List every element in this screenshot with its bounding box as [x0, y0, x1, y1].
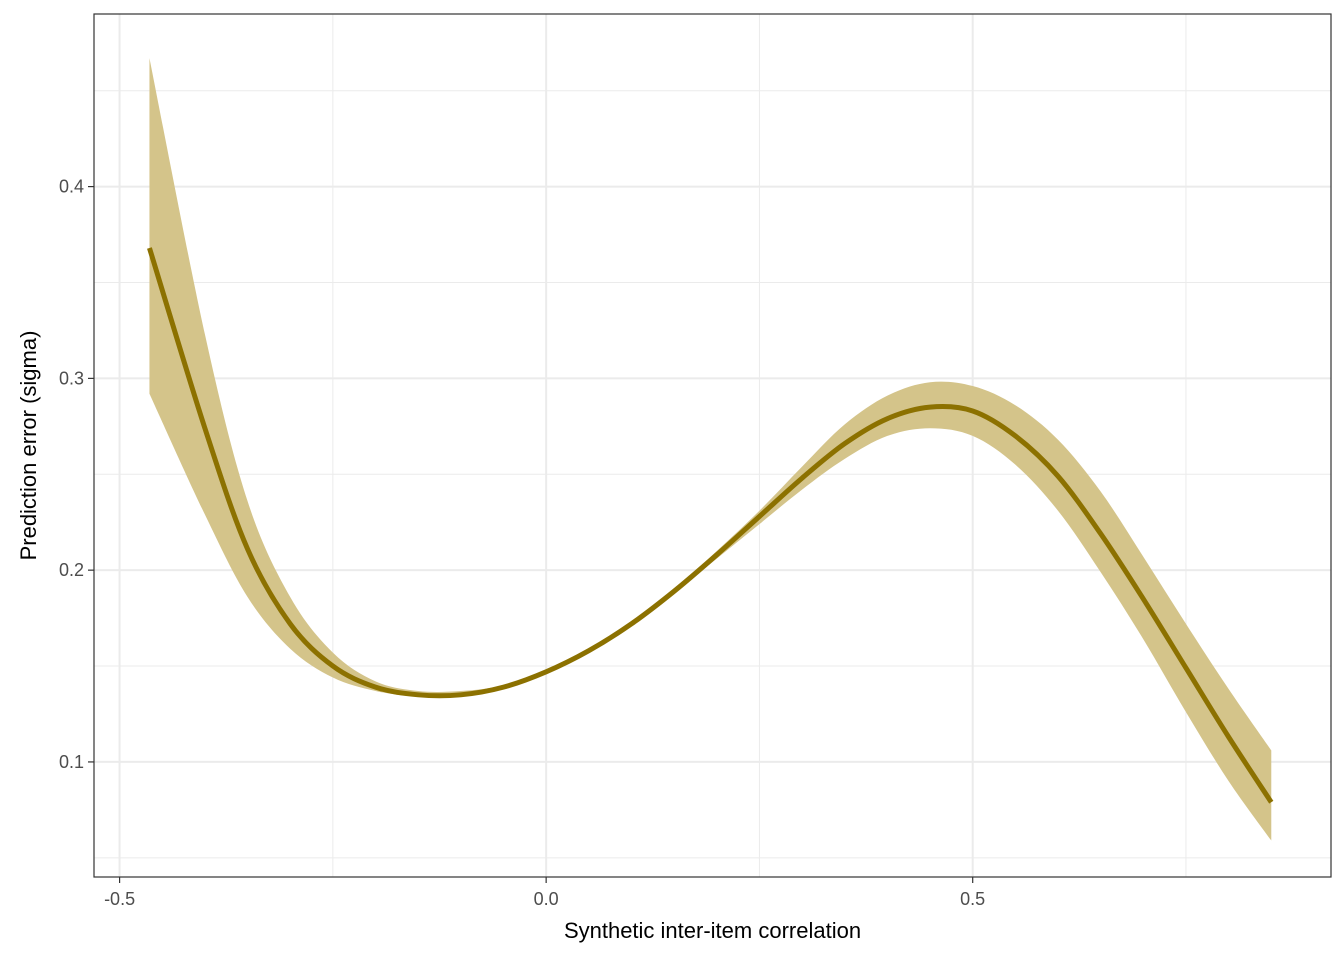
- y-tick-label-3: 0.4: [59, 177, 84, 197]
- x-tick-label-1: 0.0: [534, 889, 559, 909]
- y-tick-label-1: 0.2: [59, 560, 84, 580]
- minor-gridlines: [94, 14, 1331, 877]
- y-axis-title: Prediction error (sigma): [16, 331, 41, 561]
- fitted-line: [147, 247, 1274, 804]
- x-axis-title: Synthetic inter-item correlation: [564, 918, 861, 943]
- y-tick-label-0: 0.1: [59, 752, 84, 772]
- panel-border: [93, 13, 1332, 878]
- confidence-band: [149, 58, 1272, 841]
- y-tick-label-2: 0.3: [59, 368, 84, 388]
- x-axis: -0.5 0.0 0.5: [104, 877, 985, 909]
- x-tick-label-2: 0.5: [960, 889, 985, 909]
- plot-panel: [93, 13, 1332, 878]
- y-axis: 0.1 0.2 0.3 0.4: [59, 177, 94, 772]
- x-tick-label-0: -0.5: [104, 889, 135, 909]
- panel-background: [94, 14, 1331, 877]
